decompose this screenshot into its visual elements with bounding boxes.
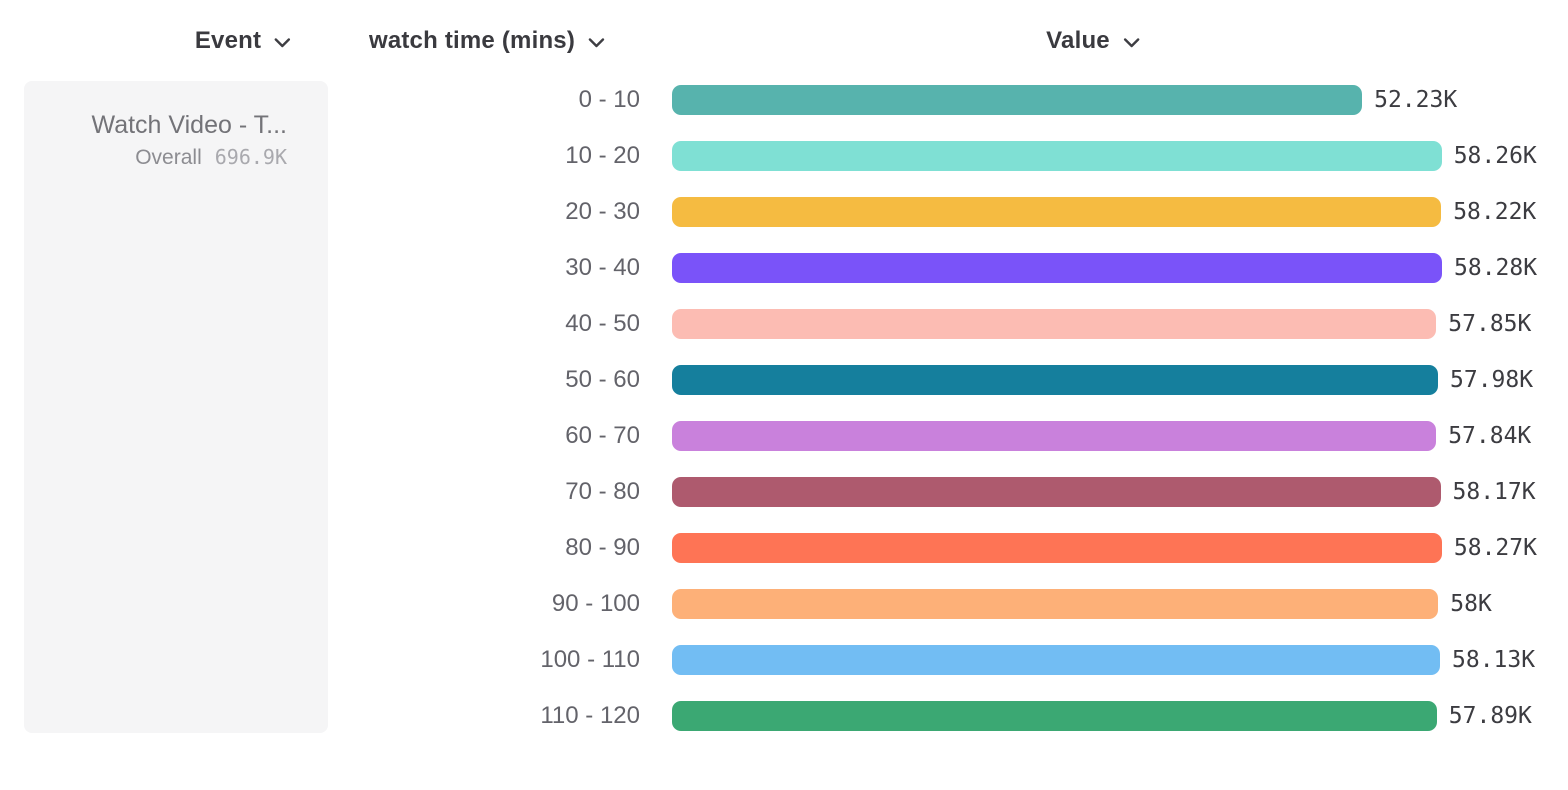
chart-row: 30 - 40 58.28K [0, 240, 1568, 296]
bar[interactable] [672, 701, 1437, 731]
bar[interactable] [672, 645, 1440, 675]
chevron-down-icon [588, 37, 605, 48]
chevron-down-icon [274, 37, 291, 48]
chart-row: 20 - 30 58.22K [0, 184, 1568, 240]
chart-row: 100 - 110 58.13K [0, 632, 1568, 688]
chart-row: 80 - 90 58.27K [0, 520, 1568, 576]
row-category-label: 60 - 70 [565, 422, 640, 449]
event-column-selector[interactable]: Event [195, 27, 291, 55]
bar[interactable] [672, 589, 1439, 619]
chart-row: 110 - 120 57.89K [0, 688, 1568, 744]
overall-value: 696.9K [214, 145, 287, 169]
row-category-label: 90 - 100 [551, 590, 640, 617]
bar[interactable] [672, 477, 1441, 507]
overall-label: Overall [135, 146, 202, 169]
row-value-label: 57.84K [1448, 423, 1532, 449]
row-category-label: 70 - 80 [565, 478, 640, 505]
row-value-label: 57.98K [1450, 367, 1534, 393]
chart-rows: 0 - 10 52.23K 10 - 20 58.26K 20 - 30 58.… [0, 72, 1568, 744]
row-category-label: 10 - 20 [565, 142, 640, 169]
row-value-label: 57.85K [1448, 311, 1532, 337]
breakdown-column-selector[interactable]: watch time (mins) [369, 27, 605, 55]
value-column-label: Value [1046, 27, 1110, 54]
row-category-label: 80 - 90 [565, 534, 640, 561]
chart-row: 70 - 80 58.17K [0, 464, 1568, 520]
row-value-label: 58K [1450, 591, 1492, 617]
breakdown-column-label: watch time (mins) [368, 27, 576, 54]
chart-row: 10 - 20 58.26K [0, 128, 1568, 184]
chart-row: 0 - 10 52.23K [0, 72, 1568, 128]
bar[interactable] [672, 309, 1437, 339]
chart-row: 40 - 50 57.85K [0, 296, 1568, 352]
row-category-label: 50 - 60 [565, 366, 640, 393]
row-category-label: 30 - 40 [565, 254, 640, 281]
chart-row: 60 - 70 57.84K [0, 408, 1568, 464]
row-value-label: 58.26K [1453, 143, 1537, 169]
chart-row: 90 - 100 58K [0, 576, 1568, 632]
row-value-label: 58.28K [1454, 255, 1538, 281]
row-value-label: 58.13K [1452, 647, 1536, 673]
bar[interactable] [672, 253, 1442, 283]
row-category-label: 100 - 110 [540, 646, 640, 673]
chevron-down-icon [1123, 37, 1140, 48]
bar[interactable] [672, 365, 1438, 395]
legend-event-item[interactable]: Watch Video - T... Overall 696.9K [24, 81, 328, 171]
bar[interactable] [672, 197, 1442, 227]
row-value-label: 58.17K [1452, 479, 1536, 505]
row-category-label: 20 - 30 [565, 198, 640, 225]
event-legend-panel: Watch Video - T... Overall 696.9K [24, 81, 328, 733]
row-value-label: 58.22K [1453, 199, 1537, 225]
chart-row: 50 - 60 57.98K [0, 352, 1568, 408]
value-column-selector[interactable]: Value [1046, 27, 1140, 55]
bar[interactable] [672, 141, 1442, 171]
row-category-label: 40 - 50 [565, 310, 640, 337]
event-column-label: Event [194, 27, 262, 54]
event-name-label: Watch Video - T... [91, 111, 287, 139]
bar[interactable] [672, 85, 1363, 115]
bar[interactable] [672, 421, 1437, 451]
row-value-label: 52.23K [1374, 87, 1458, 113]
row-category-label: 110 - 120 [540, 702, 640, 729]
overall-summary: Overall 696.9K [24, 144, 287, 171]
bar[interactable] [672, 533, 1442, 563]
row-value-label: 57.89K [1448, 703, 1532, 729]
row-category-label: 0 - 10 [578, 86, 640, 113]
row-value-label: 58.27K [1453, 535, 1537, 561]
